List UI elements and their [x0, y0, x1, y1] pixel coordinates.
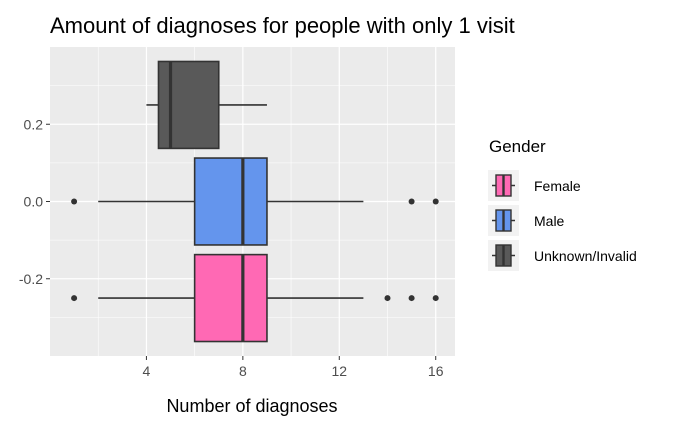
box-male — [71, 157, 439, 246]
legend-item-female: Female — [488, 170, 581, 201]
outlier-point — [384, 295, 391, 302]
boxplot-series — [71, 60, 439, 343]
chart-title: Amount of diagnoses for people with only… — [50, 13, 515, 38]
box-iqr — [193, 253, 268, 343]
x-tick-label: 16 — [428, 363, 444, 379]
x-tick-label: 4 — [143, 363, 151, 379]
y-axis: 0.2 0.0 -0.2 — [19, 116, 50, 287]
box-unknown-invalid — [146, 60, 267, 150]
legend: Gender Female Male Unknown/Invalid — [488, 137, 637, 271]
box-iqr — [193, 157, 268, 246]
outlier-point — [408, 198, 415, 205]
legend-label: Female — [534, 178, 581, 194]
outlier-point — [432, 198, 439, 205]
y-tick-label: 0.2 — [24, 116, 44, 132]
outlier-point — [432, 295, 439, 302]
legend-label: Unknown/Invalid — [534, 248, 637, 264]
outlier-point — [71, 198, 78, 205]
legend-title: Gender — [489, 137, 546, 156]
legend-label: Male — [534, 213, 565, 229]
box-female — [71, 253, 439, 343]
outlier-point — [408, 295, 415, 302]
y-tick-label: 0.0 — [24, 194, 44, 210]
x-axis: 4 8 12 16 — [143, 356, 444, 379]
x-axis-title: Number of diagnoses — [166, 396, 337, 416]
outlier-point — [71, 295, 78, 302]
y-tick-label: -0.2 — [19, 271, 43, 287]
legend-item-unknown-invalid: Unknown/Invalid — [488, 240, 637, 271]
x-tick-label: 8 — [239, 363, 247, 379]
x-tick-label: 12 — [331, 363, 347, 379]
box-iqr — [157, 60, 220, 150]
legend-item-male: Male — [488, 205, 565, 236]
